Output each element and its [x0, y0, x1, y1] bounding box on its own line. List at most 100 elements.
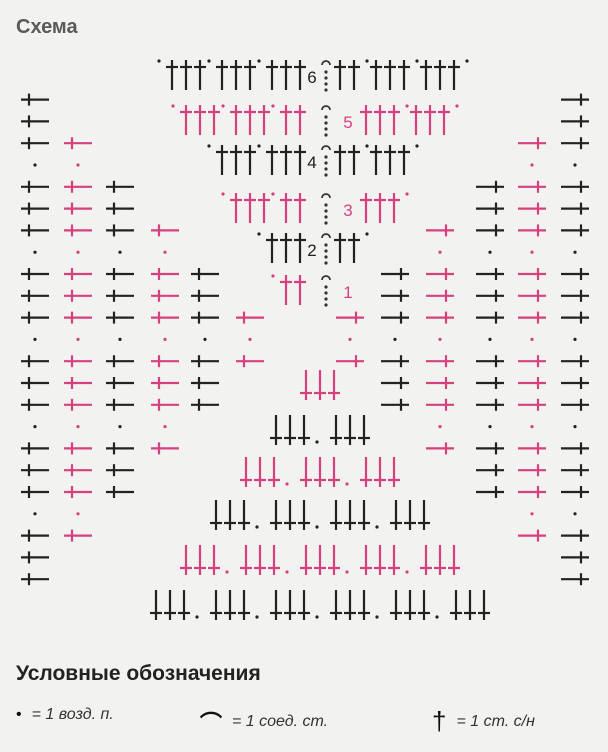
stitch-down [284, 415, 296, 445]
chain-dot [315, 440, 319, 444]
stitch-side-right [381, 398, 409, 411]
stitch-down [270, 500, 282, 530]
stitch-side-left [151, 289, 179, 302]
stitch-up [294, 60, 306, 90]
chain-dot [76, 512, 80, 516]
chain-dot [405, 192, 409, 196]
chain-dot [324, 255, 328, 259]
stitch-up [360, 105, 372, 135]
chain-dot [248, 337, 252, 341]
stitch-down [434, 545, 446, 575]
stitch-side-right [518, 224, 546, 237]
chain-dot [118, 337, 122, 341]
chain-dot [33, 250, 37, 254]
stitch-side-left [21, 137, 49, 150]
stitch-side-left [21, 311, 49, 324]
stitch-side-left [64, 398, 92, 411]
chain-dot [435, 615, 439, 619]
stitch-side-right [381, 377, 409, 389]
stitch-up [244, 60, 256, 90]
stitch-side-right [476, 377, 504, 389]
round-label: 5 [343, 113, 352, 132]
stitch-up [374, 105, 386, 135]
chain-dot [573, 512, 577, 516]
stitch-down [238, 590, 250, 620]
stitch-side-left [21, 486, 49, 498]
chain-dot [375, 525, 379, 529]
stitch-down [254, 545, 266, 575]
stitch-side-right [561, 573, 589, 586]
stitch-down [390, 500, 402, 530]
stitch-down [390, 590, 402, 620]
stitch-down [298, 590, 310, 620]
chain-dot [225, 570, 229, 574]
stitch-up [230, 145, 242, 175]
chain-dot [488, 425, 492, 429]
stitch-up [384, 145, 396, 175]
chain-dot [163, 425, 167, 429]
stitch-side-right [476, 224, 504, 237]
stitch-side-left [106, 289, 134, 302]
stitch-down [208, 545, 220, 575]
chain-dot [257, 232, 261, 236]
stitch-down [328, 545, 340, 575]
stitch-side-left [191, 268, 219, 280]
chain-dot [76, 337, 80, 341]
chain-dot [324, 76, 328, 80]
stitch-side-left [191, 355, 219, 368]
stitch-down [358, 415, 370, 445]
stitch-up [194, 105, 206, 135]
stitch-down [360, 545, 372, 575]
stitch-side-left [64, 268, 92, 280]
chain-dot [530, 425, 534, 429]
chain-dot [530, 512, 534, 516]
stitch-side-left [21, 442, 49, 455]
chain-dot [365, 59, 369, 63]
chain-dot [365, 144, 369, 148]
stitch-down [374, 457, 386, 487]
chain-dot [573, 163, 577, 167]
stitch-side-right [561, 180, 589, 193]
stitch-side-right [561, 137, 589, 150]
chain-dot [573, 337, 577, 341]
stitch-side-right [518, 311, 546, 324]
chain-dot [573, 250, 577, 254]
chain-dot [324, 243, 328, 247]
stitch-side-right [561, 529, 589, 542]
stitch-up [448, 60, 460, 90]
chain-dot [271, 274, 275, 278]
stitch-side-left [106, 486, 134, 498]
stitch-side-right [518, 137, 546, 150]
stitch-side-left [64, 202, 92, 215]
legend-item-double-crochet: † = 1 ст. с/н [432, 706, 535, 737]
stitch-side-left [64, 464, 92, 477]
chain-dot [573, 425, 577, 429]
chain-dot [257, 59, 261, 63]
double-crochet-icon: † [432, 706, 447, 736]
chain-dot [324, 221, 328, 225]
stitch-side-left [64, 486, 92, 498]
stitch-side-right [426, 268, 454, 280]
chain-dot [465, 59, 469, 63]
chain-dot [324, 297, 328, 301]
stitch-side-right [561, 202, 589, 215]
chain-dot [271, 192, 275, 196]
stitch-up [266, 233, 278, 263]
chain-dot [257, 144, 261, 148]
stitch-down [180, 545, 192, 575]
stitch-down [464, 590, 476, 620]
chain-dot [324, 203, 328, 207]
slip-stitch-arc [321, 145, 331, 151]
stitch-up [374, 193, 386, 223]
stitch-down [344, 500, 356, 530]
stitch-side-right [518, 202, 546, 215]
stitch-down [478, 590, 490, 620]
stitch-down [300, 545, 312, 575]
stitch-down [404, 590, 416, 620]
stitch-up [244, 145, 256, 175]
stitch-side-right [476, 442, 504, 455]
stitch-side-right [426, 224, 454, 237]
stitch-side-left [21, 289, 49, 302]
chain-dot [207, 144, 211, 148]
stitch-down [150, 590, 162, 620]
